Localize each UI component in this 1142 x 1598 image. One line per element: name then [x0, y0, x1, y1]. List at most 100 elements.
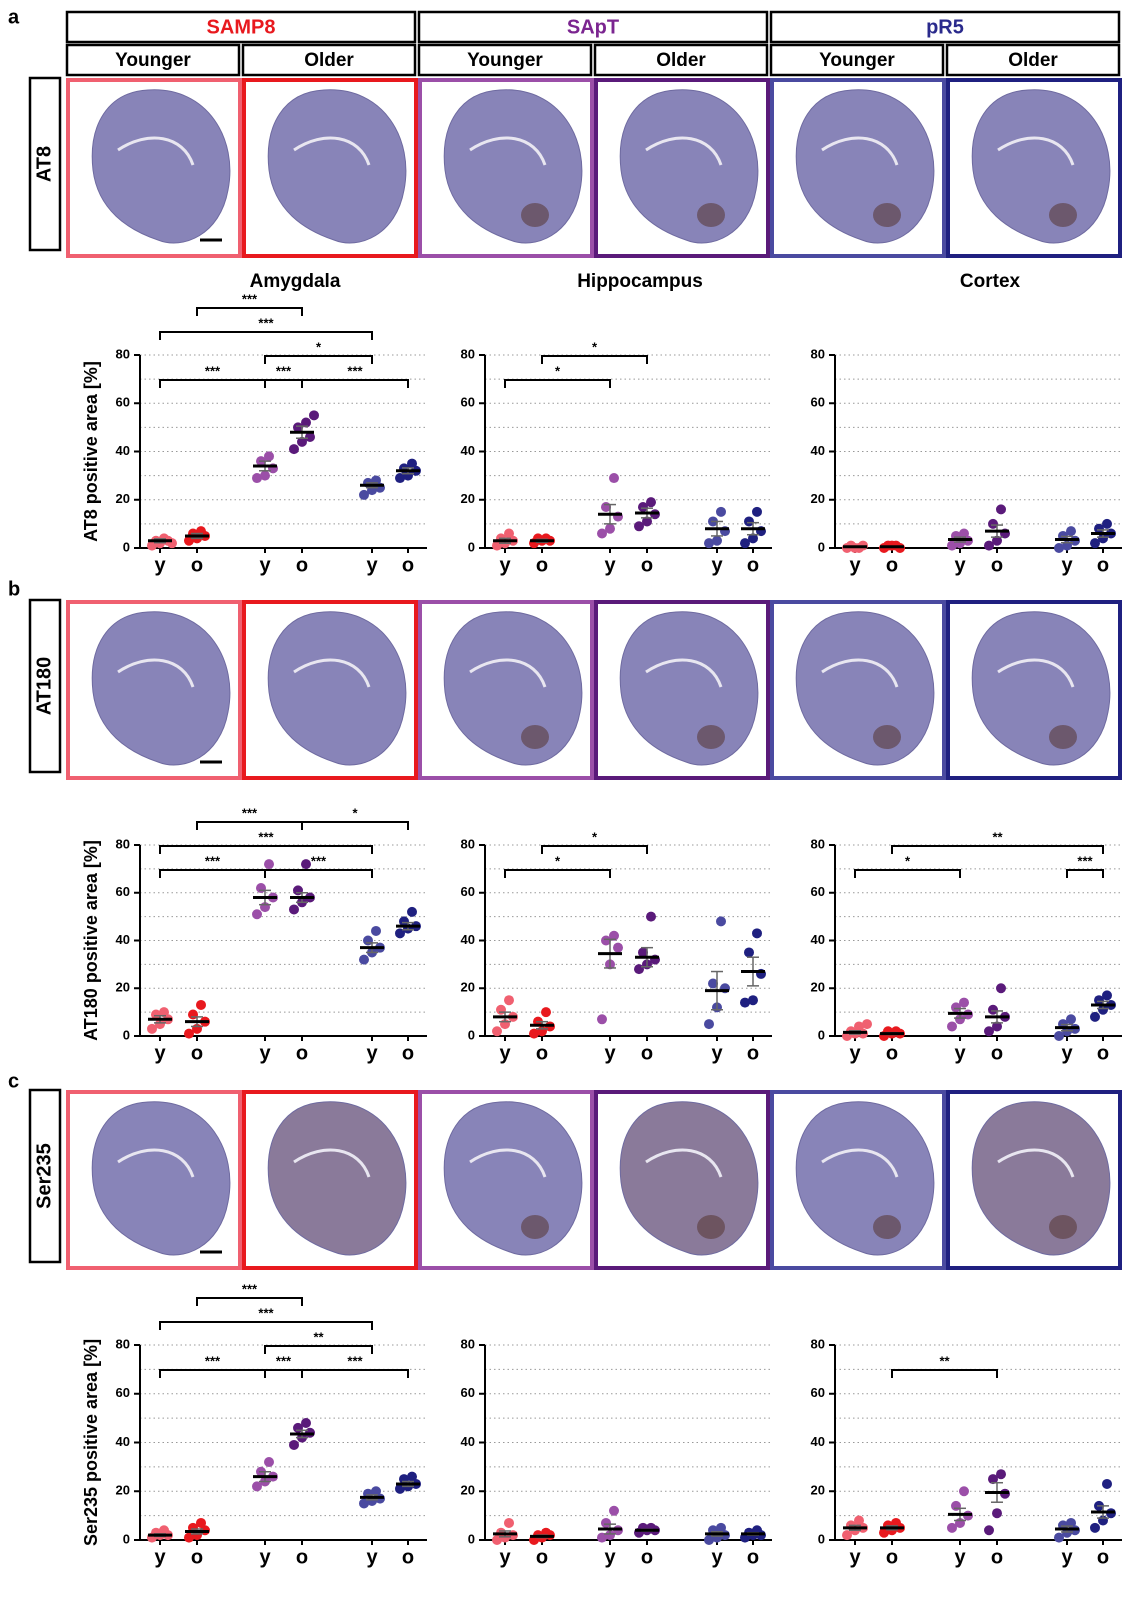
x-tick-label: y [154, 554, 166, 576]
x-tick-label: y [259, 1546, 271, 1568]
data-point [992, 1508, 1002, 1518]
brain-stain [697, 1215, 725, 1239]
y-tick-label: 20 [811, 1483, 825, 1498]
significance-label: *** [242, 291, 258, 306]
y-tick-label: 80 [461, 346, 475, 361]
y-tick-label: 0 [123, 1027, 130, 1042]
y-tick-label: 60 [811, 1385, 825, 1400]
significance-label: *** [242, 805, 258, 820]
data-point [407, 1472, 417, 1482]
data-point [260, 471, 270, 481]
data-point [504, 995, 514, 1005]
x-tick-label: o [536, 1546, 548, 1568]
data-point [504, 1518, 514, 1528]
significance-label: *** [258, 315, 274, 330]
strain-label: pR5 [926, 16, 964, 38]
y-tick-label: 20 [116, 491, 130, 506]
x-tick-label: y [1061, 554, 1073, 576]
significance-bracket [892, 846, 1103, 854]
x-tick-label: o [191, 554, 203, 576]
significance-bracket [1067, 870, 1103, 878]
panel-letter: a [8, 6, 20, 28]
data-point [359, 955, 369, 965]
x-tick-label: y [849, 1546, 861, 1568]
y-axis-label: AT180 positive area [%] [81, 840, 101, 1041]
significance-bracket [892, 1370, 997, 1378]
y-tick-label: 0 [123, 539, 130, 554]
data-point [959, 998, 969, 1008]
y-tick-label: 20 [116, 1483, 130, 1498]
x-tick-label: y [604, 554, 616, 576]
x-tick-label: o [886, 554, 898, 576]
significance-bracket [160, 870, 265, 878]
brain-stain [521, 725, 549, 749]
significance-label: *** [347, 363, 363, 378]
data-point [289, 904, 299, 914]
x-tick-label: o [991, 1546, 1003, 1568]
stain-label: Ser235 [33, 1143, 55, 1209]
data-point [748, 995, 758, 1005]
data-point [1066, 526, 1076, 536]
y-tick-label: 0 [818, 539, 825, 554]
x-tick-label: y [711, 1042, 723, 1064]
significance-label: * [905, 853, 911, 868]
x-tick-label: o [296, 1042, 308, 1064]
brain-stain [1049, 725, 1077, 749]
y-tick-label: 40 [811, 1434, 825, 1449]
data-point [862, 1019, 872, 1029]
significance-label: *** [347, 1353, 363, 1368]
data-point [646, 497, 656, 507]
x-tick-label: y [154, 1546, 166, 1568]
data-point [196, 1000, 206, 1010]
significance-bracket [265, 870, 372, 878]
data-point [541, 1007, 551, 1017]
data-point [407, 459, 417, 469]
age-label: Older [1008, 50, 1058, 71]
data-point [1066, 1014, 1076, 1024]
x-tick-label: y [259, 554, 271, 576]
data-point [264, 451, 274, 461]
y-tick-label: 0 [818, 1027, 825, 1042]
data-point [492, 1026, 502, 1036]
significance-bracket [160, 846, 372, 854]
y-axis-label: Ser235 positive area [%] [81, 1339, 101, 1546]
significance-label: * [316, 339, 322, 354]
age-label: Younger [819, 50, 895, 71]
significance-label: *** [205, 1353, 221, 1368]
data-point [407, 907, 417, 917]
age-label: Younger [467, 50, 543, 71]
strain-label: SApT [567, 16, 619, 38]
significance-label: *** [258, 829, 274, 844]
strain-label: SAMP8 [207, 16, 276, 38]
y-tick-label: 60 [461, 1385, 475, 1400]
significance-label: *** [258, 1305, 274, 1320]
stain-label: AT8 [33, 146, 55, 182]
x-tick-label: y [366, 554, 378, 576]
y-tick-label: 80 [116, 346, 130, 361]
significance-bracket [197, 308, 302, 316]
y-tick-label: 0 [468, 1027, 475, 1042]
significance-label: *** [205, 363, 221, 378]
x-tick-label: o [191, 1546, 203, 1568]
significance-label: *** [242, 1281, 258, 1296]
significance-label: * [352, 805, 358, 820]
data-point [605, 524, 615, 534]
y-tick-label: 40 [461, 1434, 475, 1449]
x-tick-label: o [1097, 1546, 1109, 1568]
significance-bracket [855, 870, 960, 878]
data-point [597, 1014, 607, 1024]
x-tick-label: o [747, 1042, 759, 1064]
data-point [609, 473, 619, 483]
significance-label: ** [992, 829, 1003, 844]
data-point [996, 1469, 1006, 1479]
x-tick-label: y [1061, 1546, 1073, 1568]
significance-label: * [555, 363, 561, 378]
brain-stain [873, 203, 901, 227]
data-point [613, 943, 623, 953]
y-tick-label: 80 [811, 836, 825, 851]
y-tick-label: 20 [811, 491, 825, 506]
data-point [716, 916, 726, 926]
significance-bracket [505, 870, 610, 878]
y-tick-label: 20 [116, 980, 130, 995]
x-tick-label: y [711, 1546, 723, 1568]
